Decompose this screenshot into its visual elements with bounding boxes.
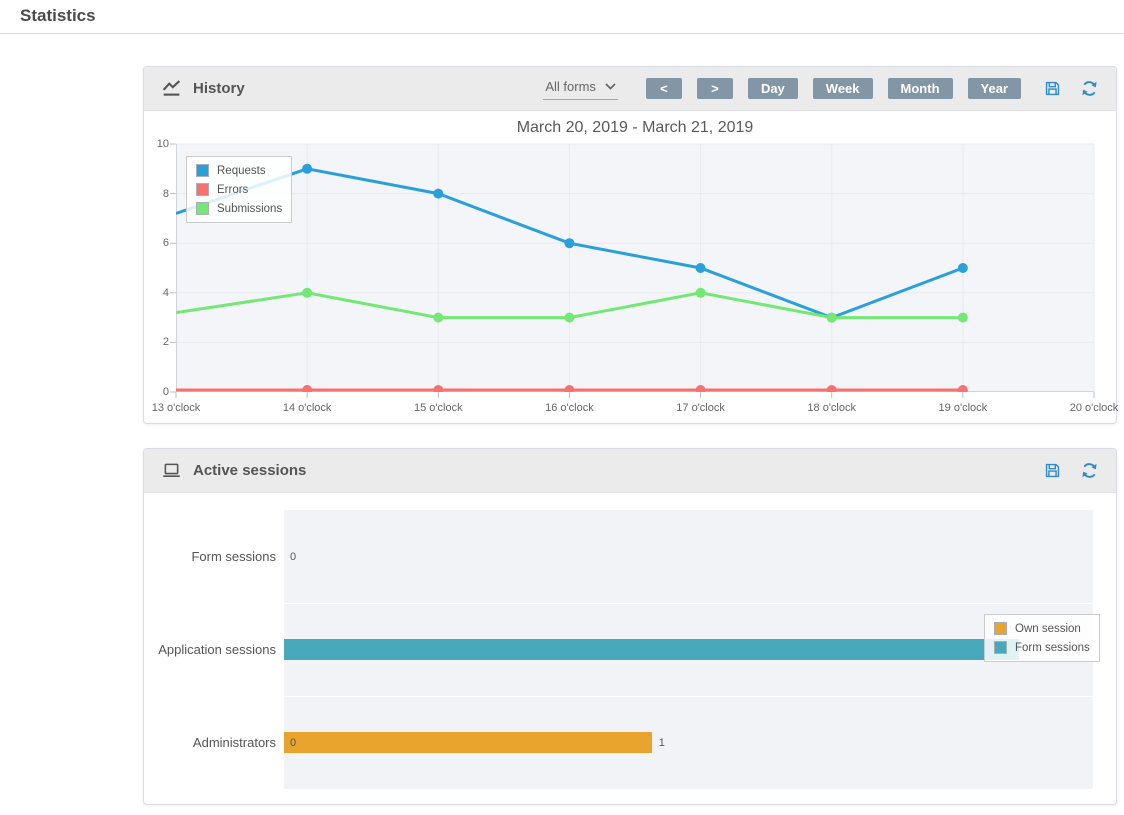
- x-tick-label: 13 o'clock: [151, 402, 201, 414]
- y-axis-labels: 0 2 4 6 8 10: [144, 111, 169, 425]
- y-tick-label: 10: [156, 138, 169, 150]
- y-tick-label: 0: [162, 386, 169, 398]
- bar-category-label: Application sessions: [158, 642, 276, 657]
- x-tick-label: 18 o'clock: [807, 402, 856, 414]
- sessions-panel: Active sessions: [143, 448, 1117, 805]
- y-tick-label: 6: [162, 237, 169, 250]
- bar-value-label: 0: [290, 736, 297, 749]
- history-refresh-button[interactable]: [1080, 79, 1099, 98]
- page-title: Statistics: [20, 6, 96, 25]
- chart-title: March 20, 2019 - March 21, 2019: [516, 119, 754, 136]
- legend-swatch: [196, 202, 209, 215]
- x-axis-labels: 13 o'clock 14 o'clock 15 o'clock 16 o'clock…: [152, 402, 1119, 418]
- bar: [284, 732, 652, 753]
- sessions-chart-area: Form sessions Application sessions Adminis…: [144, 493, 1116, 805]
- row-separator: [284, 696, 1093, 697]
- legend-label: Form sessions: [1015, 641, 1090, 654]
- trend-chart-icon: [161, 78, 182, 99]
- sessions-panel-title: Active sessions: [193, 462, 307, 479]
- sessions-toolbar: [1043, 461, 1099, 480]
- refresh-icon: [1082, 81, 1097, 96]
- bar-chart-legend: Own session Form sessions: [984, 614, 1100, 662]
- y-tick-label: 2: [162, 336, 169, 349]
- legend-swatch: [994, 622, 1007, 635]
- save-icon: [1045, 463, 1060, 478]
- legend-label: Requests: [217, 164, 266, 177]
- month-button[interactable]: Month: [887, 78, 953, 99]
- legend-label: Own session: [1015, 622, 1081, 635]
- chevron-down-icon: [605, 83, 616, 90]
- legend-swatch: [994, 641, 1007, 654]
- history-toolbar: All forms < > Day Week Month Year: [543, 77, 1099, 100]
- bar-value-label: 0: [290, 550, 297, 563]
- legend-swatch: [196, 183, 209, 196]
- history-panel-header: History All forms < > Day Week Month Yea…: [144, 67, 1116, 111]
- sessions-panel-header: Active sessions: [144, 449, 1116, 493]
- x-tick-label: 20 o'clock: [1069, 402, 1119, 414]
- next-button[interactable]: >: [696, 78, 733, 99]
- bar-category-label: Form sessions: [191, 549, 276, 564]
- bar: [284, 639, 1020, 660]
- page-divider: [0, 33, 1124, 34]
- bar-category-labels: Form sessions Application sessions Adminis…: [144, 510, 276, 789]
- y-tick-label: 4: [162, 286, 169, 299]
- bar-chart-plot: Own session Form sessions 0 0 1: [284, 510, 1100, 789]
- day-button[interactable]: Day: [747, 78, 798, 99]
- x-tick-label: 14 o'clock: [282, 402, 332, 414]
- forms-filter-select[interactable]: All forms: [543, 77, 618, 100]
- legend-label: Errors: [217, 183, 249, 196]
- y-tick-label: 8: [162, 187, 169, 200]
- history-panel-title: History: [193, 80, 245, 97]
- sessions-save-button[interactable]: [1043, 461, 1062, 480]
- sessions-refresh-button[interactable]: [1080, 461, 1099, 480]
- history-save-button[interactable]: [1043, 79, 1062, 98]
- legend-label: Submissions: [217, 202, 283, 215]
- year-button[interactable]: Year: [967, 78, 1021, 99]
- prev-button[interactable]: <: [645, 78, 682, 99]
- legend-swatch: [196, 164, 209, 177]
- bar-value-label: 1: [658, 736, 665, 749]
- legend-item: Form sessions: [994, 638, 1090, 657]
- refresh-icon: [1082, 463, 1097, 478]
- line-chart-legend: Requests Errors Submissions: [186, 156, 293, 223]
- laptop-icon: [161, 460, 182, 481]
- x-tick-label: 17 o'clock: [676, 402, 725, 414]
- x-tick-label: 16 o'clock: [545, 402, 594, 414]
- history-panel: History All forms < > Day Week Month Yea…: [143, 66, 1119, 425]
- legend-item: Submissions: [196, 199, 282, 218]
- week-button[interactable]: Week: [812, 78, 873, 99]
- bar-category-label: Administrators: [192, 735, 276, 750]
- line-chart-plot: Requests Errors Submissions: [170, 143, 1095, 398]
- legend-item: Errors: [196, 180, 282, 199]
- x-tick-label: 15 o'clock: [413, 402, 463, 414]
- forms-filter-value: All forms: [545, 79, 596, 94]
- x-tick-label: 19 o'clock: [938, 402, 988, 414]
- history-chart-area: March 20, 2019 - March 21, 2019 0 2 4 6 8 10 …: [144, 111, 1119, 425]
- row-separator: [284, 603, 1093, 604]
- legend-item: Own session: [994, 619, 1090, 638]
- save-icon: [1045, 81, 1060, 96]
- legend-item: Requests: [196, 161, 282, 180]
